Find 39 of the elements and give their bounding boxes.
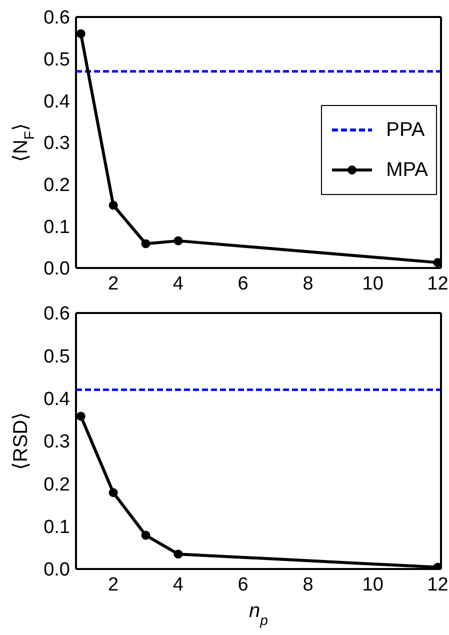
legend-label: PPA [386,118,425,142]
legend-label: MPA [386,158,428,182]
y-tick-label: 0.0 [44,258,70,280]
x-tick-label: 2 [108,574,119,596]
x-tick-label: 10 [362,273,384,294]
y-tick-label: 0.5 [44,50,70,71]
y-tick-label: 0.3 [44,432,70,453]
x-tick-label: 4 [172,273,184,294]
point [433,258,441,268]
x-tick-label: 10 [362,574,384,596]
y-tick-label: 0.4 [44,389,70,410]
point [141,239,150,248]
y-tick-label: 0.5 [44,346,70,368]
x-tick-label: 12 [427,574,448,596]
point [174,236,183,246]
x-tick-label: 2 [108,273,119,294]
y-tick-label: 0.3 [44,133,70,154]
point [108,488,118,498]
point [108,200,118,210]
y-tick-label: 0.4 [44,91,70,112]
x-tick-label: 6 [238,574,248,596]
y-tick-label: 0.6 [44,8,70,29]
point [76,29,86,38]
x-tick-label: 8 [302,574,314,596]
x-tick-label: 8 [302,273,314,294]
point [141,530,150,540]
y-tick-label: 0.2 [44,175,70,196]
y-tick-label: 0.1 [44,517,70,538]
y-tick-label: 0.1 [44,216,70,238]
y-tick-label: 0.0 [44,560,70,581]
x-tick-label: 4 [172,574,184,596]
y-axis-title: ⟨RSD⟩ [10,412,32,470]
x-tick-label: 6 [238,273,248,294]
y-tick-label: 0.2 [44,474,70,496]
x-tick-label: 12 [427,273,448,294]
y-tick-label: 0.6 [44,304,70,325]
point [174,550,183,559]
x-axis-title: n$_{p}$ [249,600,268,628]
point [76,412,86,421]
